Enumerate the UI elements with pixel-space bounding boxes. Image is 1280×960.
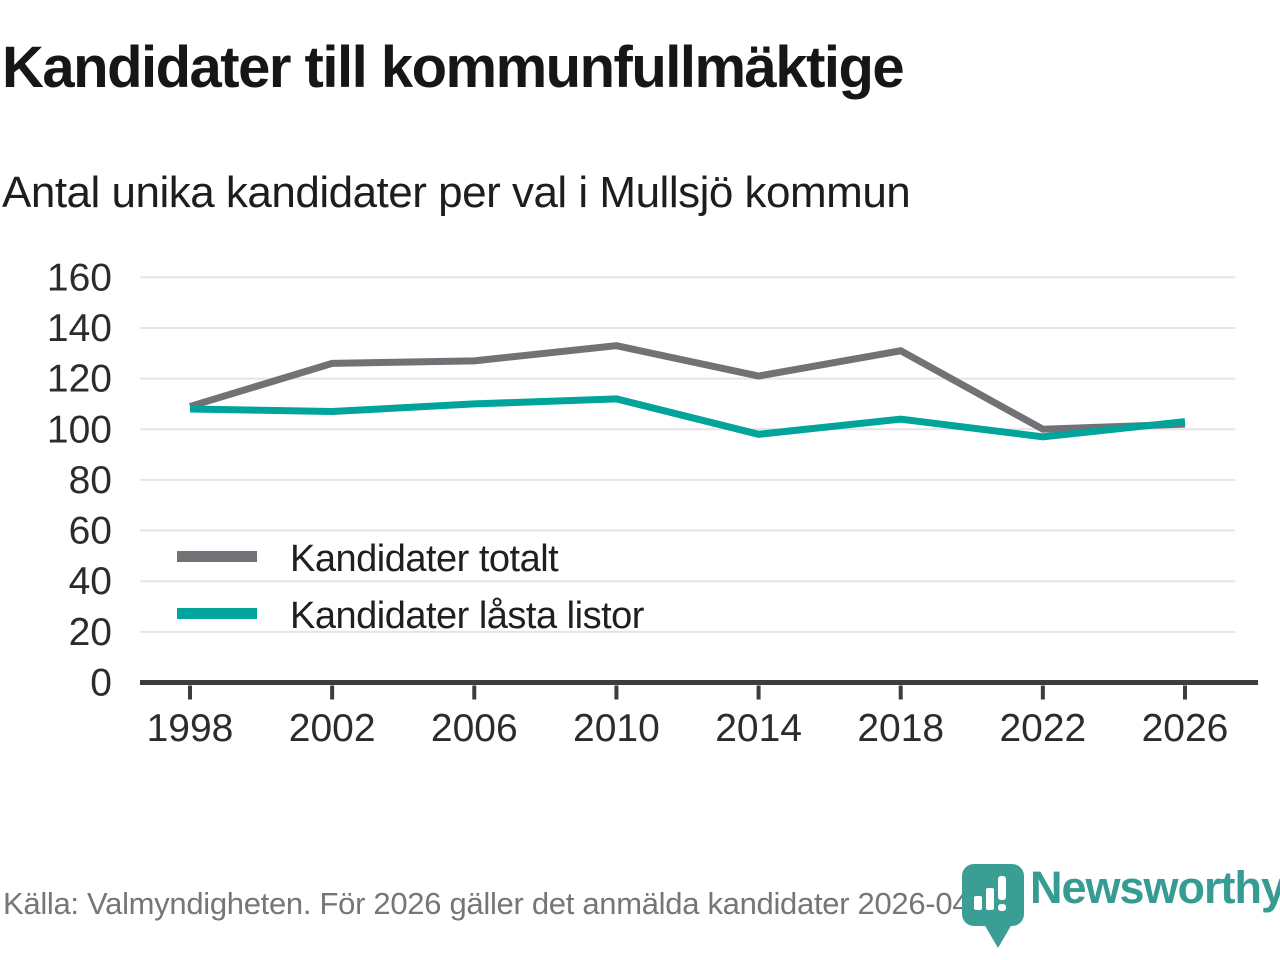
source-note: Källa: Valmyndigheten. För 2026 gäller d… [3, 886, 1022, 921]
x-tick-label: 2018 [857, 707, 944, 750]
y-tick-label: 160 [47, 256, 112, 299]
series-line-1 [189, 395, 1186, 441]
legend-label-0: Kandidater totalt [290, 538, 559, 580]
x-tick-label: 2002 [289, 707, 376, 750]
legend-swatch-1 [177, 608, 257, 619]
y-tick-label: 0 [90, 662, 112, 705]
x-tick-label: 2022 [999, 707, 1086, 750]
x-tick-label: 2014 [715, 707, 802, 750]
chart-title: Kandidater till kommunfullmäktige [2, 35, 905, 100]
x-tick-label: 2006 [431, 707, 518, 750]
x-tick-label: 1998 [147, 707, 234, 750]
y-tick-label: 60 [69, 510, 112, 553]
legend-swatch-0 [177, 551, 257, 562]
x-tick-label: 2010 [573, 707, 660, 750]
series-line-0 [188, 342, 1186, 433]
y-tick-label: 140 [47, 307, 112, 350]
y-tick-label: 20 [69, 611, 112, 654]
y-tick-label: 80 [69, 459, 112, 502]
newsworthy-pin-icon [962, 864, 1024, 948]
line-chart: 0 20 40 60 80 100 120 140 160 1998 2002 2006 2010 201… [47, 256, 1258, 750]
y-tick-label: 100 [47, 408, 112, 451]
chart-subtitle: Antal unika kandidater per val i Mullsjö… [2, 168, 911, 217]
x-tick-label: 2026 [1142, 707, 1229, 750]
newsworthy-wordmark: Newsworthy [1030, 862, 1280, 913]
y-tick-label: 40 [69, 560, 112, 603]
legend-label-1: Kandidater låsta listor [290, 595, 645, 637]
y-tick-label: 120 [47, 358, 112, 401]
